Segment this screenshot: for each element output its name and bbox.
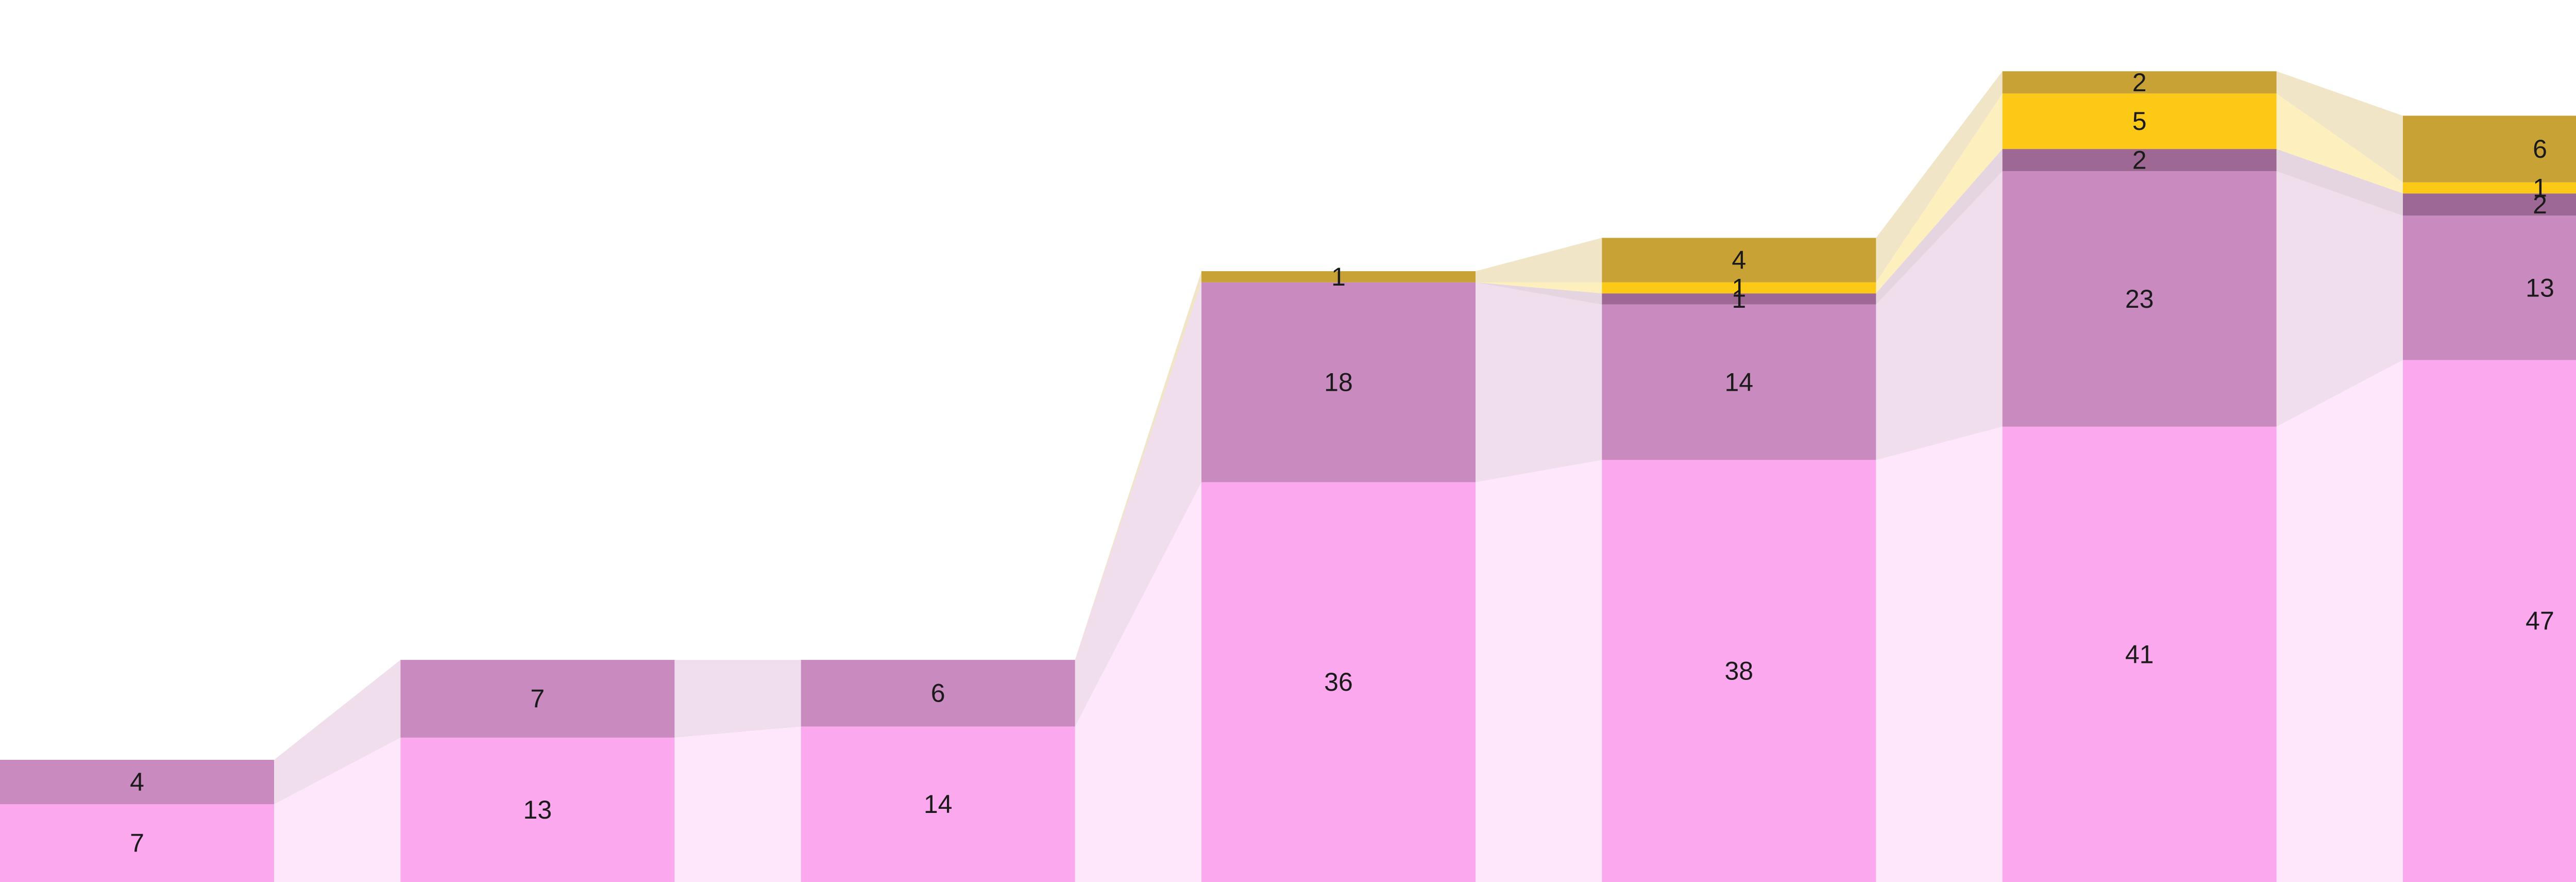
data-label-series-3-col-6: 2	[2132, 146, 2147, 175]
bar-segment-series-5-col-7	[2402, 115, 2576, 182]
bar-segment-series-5-col-5	[1602, 238, 1876, 282]
bar-segment-series-2-col-7	[2402, 215, 2576, 360]
connector-series-1-3	[1075, 482, 1201, 882]
bar-layer	[0, 71, 2576, 882]
bar-segment-series-2-col-4	[1201, 282, 1476, 482]
bar-segment-series-1-col-6	[2002, 426, 2277, 882]
connector-series-1-4	[1475, 460, 1602, 882]
data-label-series-1-col-1: 7	[130, 829, 144, 858]
connector-series-5-6	[2276, 71, 2403, 182]
connector-series-1-5	[1876, 426, 2003, 882]
connector-series-1-2	[674, 726, 801, 882]
data-label-series-2-col-5: 14	[1725, 368, 1754, 397]
data-label-series-5-col-6: 2	[2132, 68, 2147, 97]
data-label-series-1-col-4: 36	[1324, 668, 1353, 696]
bar-segment-series-1-col-7	[2402, 360, 2576, 882]
data-label-series-1-col-6: 41	[2125, 640, 2154, 669]
data-label-series-4-col-6: 5	[2132, 107, 2147, 136]
connector-series-4-6	[2276, 93, 2403, 194]
data-label-series-1-col-7: 47	[2526, 607, 2554, 636]
data-label-series-3-col-7: 2	[2533, 190, 2547, 219]
bar-segment-series-2-col-1	[0, 760, 274, 805]
bar-segment-series-1-col-4	[1201, 482, 1476, 882]
connector-series-2-4	[1475, 282, 1602, 482]
bar-segment-series-4-col-7	[2402, 182, 2576, 194]
data-label-series-2-col-1: 4	[130, 768, 144, 796]
connector-series-2-2	[674, 660, 801, 738]
connector-layer	[274, 71, 2403, 882]
bar-segment-series-2-col-3	[801, 660, 1075, 727]
bar-segment-series-2-col-6	[2002, 171, 2277, 427]
data-label-series-2-col-6: 23	[2125, 285, 2154, 313]
bar-segment-series-1-col-2	[400, 737, 675, 882]
connector-series-1-6	[2276, 360, 2403, 882]
bar-segment-series-1-col-5	[1602, 460, 1876, 882]
data-label-series-1-col-3: 14	[924, 790, 953, 819]
data-label-series-3-col-5: 1	[1732, 285, 1746, 313]
bar-segment-series-2-col-5	[1602, 304, 1876, 460]
bar-segment-series-3-col-6	[2002, 149, 2277, 172]
data-label-series-1-col-5: 38	[1725, 657, 1754, 686]
bar-segment-series-4-col-5	[1602, 282, 1876, 294]
bar-segment-series-1-col-3	[801, 726, 1075, 882]
connector-series-2-3	[1075, 282, 1201, 727]
connector-series-2-5	[1876, 171, 2003, 460]
data-label-series-1-col-2: 13	[523, 795, 552, 824]
connector-series-3-6	[2276, 149, 2403, 216]
connector-series-5-4	[1475, 238, 1602, 282]
bar-segment-series-4-col-6	[2002, 93, 2277, 149]
data-label-series-5-col-4: 1	[1331, 262, 1346, 291]
bar-segment-series-1-col-1	[0, 804, 274, 882]
bar-segment-series-3-col-5	[1602, 293, 1876, 305]
connector-series-3-4	[1475, 282, 1602, 305]
bar-segment-series-3-col-7	[2402, 193, 2576, 216]
bar-segment-series-5-col-6	[2002, 71, 2277, 94]
data-label-series-4-col-5: 1	[1732, 273, 1746, 302]
data-label-series-2-col-7: 13	[2526, 273, 2554, 302]
connector-series-2-6	[2276, 171, 2403, 427]
data-label-series-2-col-2: 7	[530, 685, 545, 713]
connector-series-3-5	[1876, 149, 2003, 305]
data-label-series-5-col-5: 4	[1732, 246, 1746, 275]
connector-series-1-1	[274, 737, 401, 882]
connector-series-4-4	[1475, 282, 1602, 294]
data-label-series-2-col-3: 6	[931, 679, 945, 708]
connector-series-5-3	[1075, 271, 1201, 660]
connector-series-2-1	[274, 660, 401, 805]
connector-series-5-5	[1876, 71, 2003, 282]
data-label-series-4-col-7: 1	[2533, 173, 2547, 202]
connector-series-4-5	[1876, 93, 2003, 294]
bar-segment-series-2-col-2	[400, 660, 675, 738]
data-label-series-2-col-4: 18	[1324, 368, 1353, 397]
data-label-series-5-col-7: 6	[2533, 135, 2547, 163]
bar-segment-series-5-col-4	[1201, 271, 1476, 282]
